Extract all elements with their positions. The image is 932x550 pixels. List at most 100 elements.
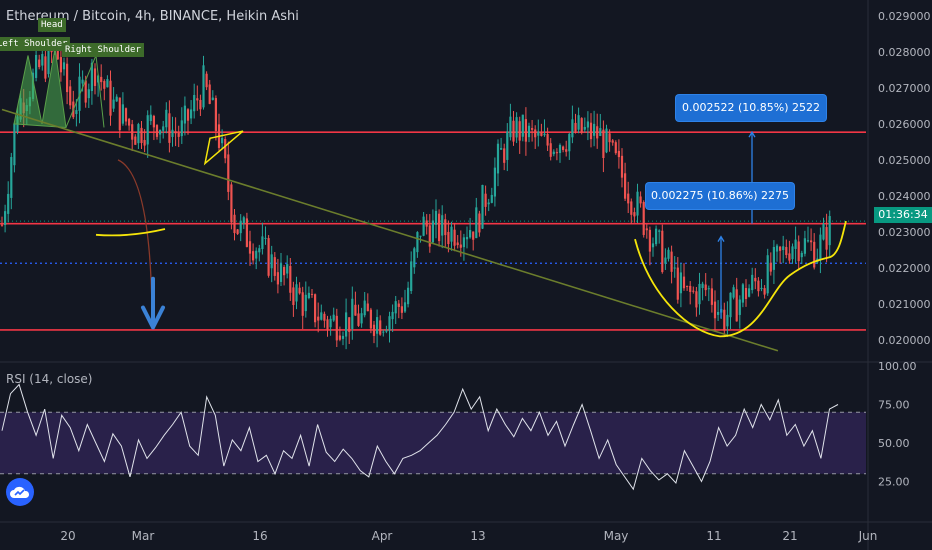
candle-body xyxy=(124,108,128,122)
candle-body xyxy=(360,313,363,324)
candle-body xyxy=(109,80,112,116)
candle-body xyxy=(376,317,379,334)
candle-body xyxy=(586,121,589,128)
down-arrow-icon[interactable] xyxy=(141,276,165,330)
candle-body xyxy=(410,261,413,292)
candle-body xyxy=(273,257,276,276)
candle-body xyxy=(292,287,295,305)
candle-body xyxy=(806,240,810,242)
measure-lower-label[interactable]: 0.002275 (10.86%) 2275 xyxy=(646,183,794,209)
candle-body xyxy=(208,84,211,104)
rsi-indicator-label[interactable]: RSI (14, close) xyxy=(6,372,93,386)
time-axis[interactable]: 20 Mar 16 Apr 13 May 11 21 Jun xyxy=(60,529,877,543)
candle-body xyxy=(825,227,828,250)
candle-body xyxy=(394,301,397,314)
candle-body xyxy=(205,73,208,88)
candle-body xyxy=(391,311,394,320)
candle-body xyxy=(726,314,729,327)
candle-body xyxy=(552,151,555,155)
candle-body xyxy=(199,99,202,110)
candle-body xyxy=(828,216,831,246)
candle-body xyxy=(357,313,360,326)
candle-body xyxy=(751,274,754,291)
time-tick-label: 16 xyxy=(252,529,267,543)
candle-body xyxy=(692,290,695,292)
candle-body xyxy=(611,140,614,143)
candle-body xyxy=(338,335,341,340)
candle-body xyxy=(555,152,558,154)
candle-body xyxy=(165,109,168,128)
candle-body xyxy=(676,267,679,300)
candle-body xyxy=(326,319,329,330)
candle-body xyxy=(242,217,245,224)
left-shoulder-tag[interactable]: Left Shoulder xyxy=(0,37,71,51)
candle-body xyxy=(459,244,462,248)
candle-body xyxy=(642,201,645,235)
price-tick-label: 0.023000 xyxy=(878,226,931,239)
measure-arrowhead xyxy=(748,130,756,138)
candle-body xyxy=(363,300,366,316)
candle-body xyxy=(419,235,422,237)
candle-body xyxy=(710,288,713,305)
candle-body xyxy=(562,146,565,150)
candle-body xyxy=(335,315,338,341)
candle-body xyxy=(255,250,258,259)
candle-body xyxy=(645,228,648,231)
candle-body xyxy=(168,113,171,143)
rsi-axis[interactable]: 100.00 75.00 50.00 25.00 xyxy=(878,360,917,489)
time-tick-label: 21 xyxy=(782,529,797,543)
candle-body xyxy=(620,155,624,178)
candle-body xyxy=(670,251,673,272)
candle-body xyxy=(224,139,227,159)
measure-upper-label[interactable]: 0.002522 (10.85%) 2522 xyxy=(676,95,826,121)
candle-body xyxy=(341,335,345,339)
candle-body xyxy=(186,109,190,121)
candle-body xyxy=(540,132,543,136)
candle-body xyxy=(757,280,760,292)
candle-body xyxy=(664,257,667,264)
tradingview-logo-icon[interactable] xyxy=(6,478,34,506)
candle-body xyxy=(456,242,459,246)
candle-body xyxy=(484,193,487,207)
candle-body xyxy=(658,230,661,232)
right-shoulder-tag[interactable]: Right Shoulder xyxy=(62,43,144,57)
candle-body xyxy=(100,76,103,83)
candle-body xyxy=(577,115,580,130)
candle-body xyxy=(248,241,252,254)
candle-body xyxy=(44,56,47,79)
candle-body xyxy=(137,124,140,144)
candle-body xyxy=(791,246,794,260)
candle-body xyxy=(465,236,469,240)
candle-body xyxy=(69,86,72,106)
candle-body xyxy=(441,215,444,236)
candle-body xyxy=(4,211,7,226)
candle-body xyxy=(320,312,323,320)
time-tick-label: 11 xyxy=(706,529,721,543)
head-tag[interactable]: Head xyxy=(38,18,66,32)
candle-body xyxy=(345,312,348,337)
candle-body xyxy=(630,201,633,215)
candle-body xyxy=(673,267,676,269)
price-tick-label: 0.020000 xyxy=(878,334,931,347)
triangle-pattern[interactable] xyxy=(203,130,244,166)
candle-body xyxy=(549,143,552,157)
candle-body xyxy=(636,191,639,216)
candle-body xyxy=(416,232,419,253)
candle-body xyxy=(230,184,233,223)
candle-body xyxy=(283,266,286,276)
candle-body xyxy=(286,264,289,274)
candle-body xyxy=(270,254,273,269)
candle-body xyxy=(605,128,608,153)
rsi-pane[interactable] xyxy=(0,383,866,491)
candle-body xyxy=(261,236,264,250)
descending-trend-line[interactable] xyxy=(1,108,779,352)
candle-body xyxy=(407,287,410,305)
price-axis[interactable]: 0.029000 0.028000 0.027000 0.026000 0.025000… xyxy=(878,10,931,347)
candle-body xyxy=(639,196,642,204)
candle-body xyxy=(413,248,416,268)
cup-pattern-curve[interactable] xyxy=(634,220,847,338)
rsi-line[interactable] xyxy=(1,383,839,491)
highlight-stroke[interactable] xyxy=(95,228,166,237)
candle-body xyxy=(50,49,53,53)
time-tick-label: 13 xyxy=(470,529,485,543)
